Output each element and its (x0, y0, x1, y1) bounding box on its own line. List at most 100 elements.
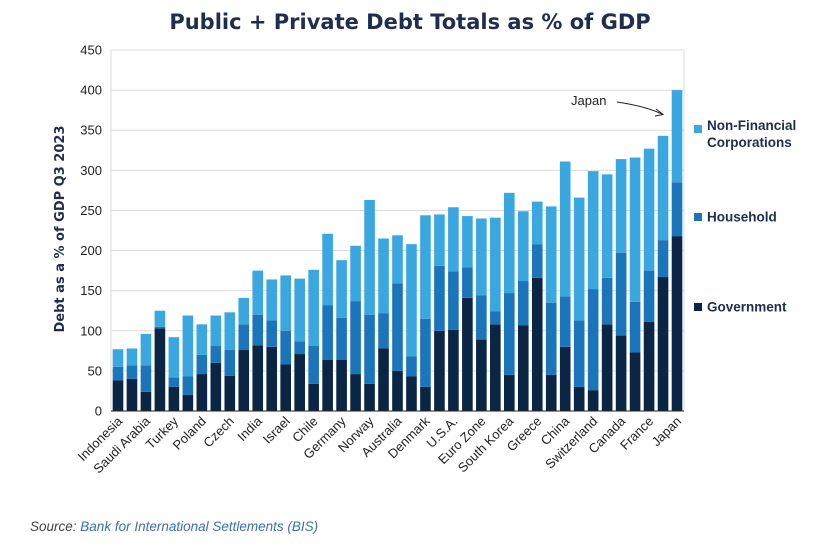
bar-argentina-government (154, 328, 166, 411)
bar-austria-government (462, 297, 473, 411)
annotation-arrowhead (654, 108, 665, 117)
bar-israel-non-financial-corporations (280, 275, 291, 331)
bar-mexico-household (126, 365, 138, 379)
bar-poland-non-financial-corporations (196, 324, 208, 355)
bar-mexico-government (126, 378, 138, 411)
bar-ireland-government (378, 348, 389, 411)
x-tick-label: Czech (200, 414, 237, 451)
bar-china-household (559, 296, 571, 347)
legend-swatch-government (694, 303, 702, 311)
bar-ireland-household (378, 313, 389, 349)
bar-ireland-non-financial-corporations (378, 238, 389, 314)
bars (112, 90, 683, 411)
bar-denmark-government (420, 386, 431, 411)
bar-italy-household (322, 305, 333, 360)
y-tick-label: 0 (95, 404, 102, 419)
bar-canada-non-financial-corporations (615, 159, 627, 253)
bar-singapore-household (573, 320, 585, 387)
bar-greece-government (531, 277, 543, 411)
bar-france-government (643, 321, 655, 411)
y-tick-label: 450 (80, 43, 102, 58)
bar-singapore-non-financial-corporations (573, 197, 585, 321)
x-tick-label: India (234, 413, 265, 444)
bar-finland-household (434, 265, 445, 331)
bar-south-africa-household (238, 324, 250, 351)
bar-canada-government (615, 335, 627, 411)
bar-uk-household (657, 240, 669, 278)
bar-japan-household (671, 182, 683, 237)
legend-label-non-financial-corporations: Non-Financial Corporations (707, 118, 796, 150)
bar-colombia-non-financial-corporations (210, 315, 222, 347)
y-axis-label: Debt as a % of GDP Q3 2023 (53, 126, 68, 333)
y-tick-label: 50 (88, 363, 102, 378)
bar-india-government (252, 345, 264, 411)
bar-canada-household (615, 252, 627, 336)
source-note: Source: Bank for International Settlemen… (30, 519, 318, 534)
bar-saudi-arabia-non-financial-corporations (140, 333, 152, 366)
bar-south-africa-non-financial-corporations (238, 297, 250, 325)
japan-annotation: Japan (571, 93, 665, 117)
bar-netherlands-household (545, 302, 557, 375)
bar-indonesia-household (112, 366, 124, 381)
bar-indonesia-non-financial-corporations (112, 349, 124, 367)
bar-hungary-non-financial-corporations (294, 278, 305, 342)
bar-russia-government (182, 394, 194, 411)
bar-brazil-government (266, 346, 278, 411)
x-tick-label: Israel (260, 413, 293, 446)
legend: Non-Financial Corporations Household Govern… (694, 118, 796, 315)
bar-belgium-non-financial-corporations (490, 217, 501, 312)
y-tick-label: 250 (80, 203, 102, 218)
bar-denmark-household (420, 318, 431, 387)
y-tick-label: 200 (80, 243, 102, 258)
bar-saudi-arabia-household (140, 365, 152, 392)
legend-label-household: Household (707, 210, 777, 225)
bar-turkey-household (168, 377, 180, 387)
legend-swatch-household (694, 213, 702, 221)
legend-label-government: Government (707, 300, 787, 315)
bar-india-non-financial-corporations (252, 270, 264, 315)
bar-norway-household (364, 314, 375, 384)
bar-south-korea-government (503, 374, 515, 411)
bar-euro-zone-non-financial-corporations (476, 218, 487, 296)
bar-india-household (252, 314, 264, 346)
y-axis-ticks: 0 50 100 150 200 250 300 350 400 450 (80, 43, 102, 419)
bar-brazil-non-financial-corporations (266, 279, 278, 321)
bar-brazil-household (266, 320, 278, 347)
bar-germany-non-financial-corporations (336, 260, 347, 318)
bar-australia-household (392, 283, 403, 371)
annotation-label: Japan (571, 93, 606, 108)
bar-saudi-arabia-government (140, 391, 152, 411)
bar-mexico-non-financial-corporations (126, 348, 138, 366)
bar-czech-government (224, 375, 236, 411)
bar-finland-non-financial-corporations (434, 214, 445, 266)
bar-south-africa-government (238, 350, 250, 411)
bar-japan-government (671, 236, 683, 411)
bar-u-s-a-government (448, 329, 459, 411)
bar-belgium-government (490, 324, 501, 411)
bar-greece-household (531, 244, 543, 278)
bar-china-government (559, 346, 571, 411)
bar-uk-government (657, 277, 669, 411)
bar-portugal-government (406, 376, 417, 411)
bar-spain-government (350, 374, 361, 411)
bar-hungary-household (294, 341, 305, 355)
bar-indonesia-government (112, 380, 124, 411)
bar-germany-government (336, 359, 347, 411)
bar-hungary-government (294, 354, 305, 411)
bar-poland-government (196, 374, 208, 411)
bar-france-non-financial-corporations (643, 148, 655, 271)
bar-japan-non-financial-corporations (671, 90, 683, 183)
bar-luxembourg-household (601, 277, 613, 325)
bar-singapore-government (573, 386, 585, 411)
bar-israel-government (280, 364, 291, 411)
bar-netherlands-non-financial-corporations (545, 206, 557, 303)
bar-euro-zone-household (476, 295, 487, 340)
y-tick-label: 350 (80, 123, 102, 138)
bar-italy-non-financial-corporations (322, 233, 333, 306)
bar-south-korea-non-financial-corporations (503, 192, 515, 294)
bar-poland-household (196, 354, 208, 375)
bar-denmark-non-financial-corporations (420, 215, 431, 319)
bar-turkey-non-financial-corporations (168, 337, 180, 378)
